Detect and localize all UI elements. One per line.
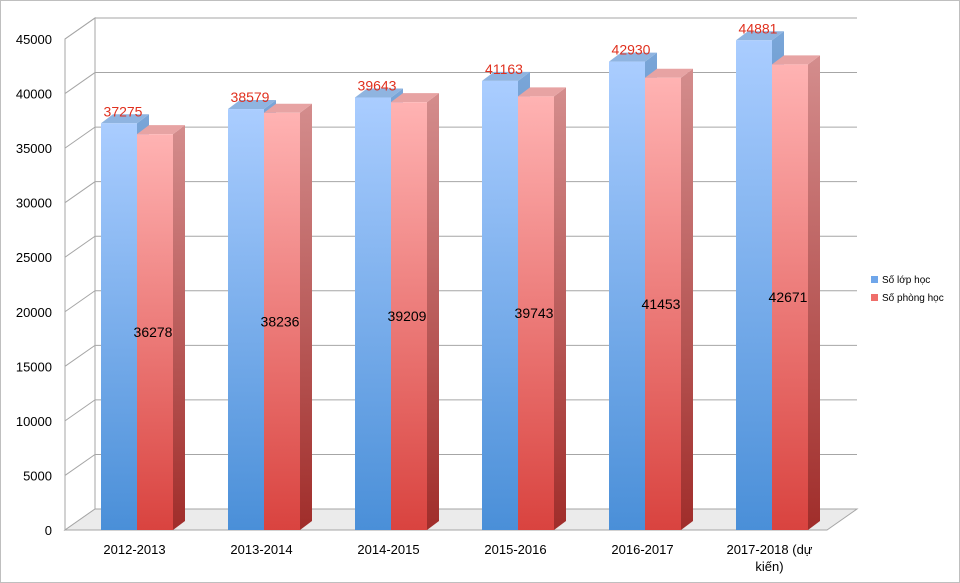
bar-top bbox=[101, 114, 149, 124]
legend: Số lớp học Số phòng học bbox=[871, 274, 944, 304]
gridline bbox=[64, 126, 857, 149]
data-label-series1: 38579 bbox=[231, 89, 270, 105]
bar-top bbox=[391, 93, 439, 103]
bar-front bbox=[518, 96, 554, 530]
y-tick-label: 0 bbox=[45, 523, 52, 538]
bar-front bbox=[482, 80, 518, 530]
bar-front bbox=[264, 112, 300, 530]
data-label-series2: 42671 bbox=[769, 289, 808, 305]
y-tick-label: 5000 bbox=[23, 468, 52, 483]
bar-front bbox=[772, 64, 808, 530]
bar-top bbox=[228, 100, 276, 110]
bar-top bbox=[264, 103, 312, 113]
data-labels: 37275 36278 38579 38236 39643 39209 41163 39743… bbox=[104, 20, 808, 340]
bar-side bbox=[554, 87, 566, 530]
bar-side bbox=[427, 93, 439, 530]
data-label-series1: 39643 bbox=[358, 77, 397, 93]
bars bbox=[101, 31, 820, 531]
data-label-series1: 42930 bbox=[612, 42, 651, 58]
bar-front bbox=[101, 123, 137, 530]
y-axis: 0 5000 10000 15000 20000 25000 30000 35000 40000… bbox=[16, 32, 66, 538]
y-tick-label: 30000 bbox=[16, 196, 52, 211]
legend-swatch bbox=[871, 276, 878, 283]
data-label-series2: 39743 bbox=[515, 305, 554, 321]
gridline bbox=[64, 72, 857, 94]
y-tick-label: 45000 bbox=[16, 32, 52, 47]
data-label-series2: 41453 bbox=[642, 296, 681, 312]
x-tick-label: 2012-2013 bbox=[103, 542, 165, 557]
bar-top bbox=[772, 55, 820, 65]
bar-top bbox=[482, 71, 530, 81]
x-tick-label: 2015-2016 bbox=[484, 542, 546, 557]
bar-top bbox=[645, 68, 693, 78]
bar-front bbox=[609, 61, 645, 530]
data-label-series2: 38236 bbox=[261, 313, 300, 329]
bar-series2 bbox=[772, 55, 820, 530]
x-tick-label: 2016-2017 bbox=[611, 542, 673, 557]
x-tick-label: 2017-2018 (dự bbox=[726, 542, 812, 557]
bar-series2 bbox=[645, 68, 693, 530]
bar-top bbox=[609, 52, 657, 62]
bar-top bbox=[137, 125, 185, 135]
gridline bbox=[64, 290, 857, 313]
bar-front bbox=[391, 102, 427, 530]
bar-series2 bbox=[518, 87, 566, 530]
bar-front bbox=[228, 109, 264, 530]
y-tick-label: 25000 bbox=[16, 250, 52, 265]
gridline bbox=[64, 17, 857, 40]
bar-front bbox=[645, 77, 681, 530]
x-tick-label: 2014-2015 bbox=[357, 542, 419, 557]
data-label-series1: 44881 bbox=[739, 20, 778, 36]
y-tick-label: 10000 bbox=[16, 414, 52, 429]
gridline bbox=[64, 344, 857, 367]
y-tick-label: 35000 bbox=[16, 141, 52, 156]
gridline bbox=[64, 235, 857, 258]
bar-front bbox=[137, 134, 173, 530]
bar-side bbox=[173, 125, 185, 530]
gridline bbox=[64, 181, 857, 204]
bar-series2 bbox=[264, 103, 312, 530]
bar-top bbox=[518, 87, 566, 97]
legend-label: Số phòng học bbox=[882, 292, 944, 304]
legend-swatch bbox=[871, 294, 878, 301]
gridlines bbox=[64, 17, 857, 476]
y-tick-label: 20000 bbox=[16, 305, 52, 320]
bar-side bbox=[681, 68, 693, 530]
data-label-series2: 39209 bbox=[388, 308, 427, 324]
gridline bbox=[64, 399, 857, 422]
bar-series2 bbox=[137, 125, 185, 530]
side-wall bbox=[64, 17, 96, 531]
x-tick-label-cont: kiến) bbox=[755, 559, 783, 574]
legend-label: Số lớp học bbox=[882, 274, 930, 286]
bar-top bbox=[736, 31, 784, 41]
x-tick-label: 2013-2014 bbox=[230, 542, 292, 557]
data-label-series1: 37275 bbox=[104, 103, 143, 119]
bar-side bbox=[300, 103, 312, 530]
bar-front bbox=[736, 40, 772, 530]
bar-top bbox=[355, 88, 403, 98]
gridline bbox=[64, 453, 857, 476]
y-tick-label: 15000 bbox=[16, 359, 52, 374]
data-label-series1: 41163 bbox=[485, 61, 523, 77]
bar-front bbox=[355, 97, 391, 531]
bar-side bbox=[808, 55, 820, 530]
bar-series2 bbox=[391, 93, 439, 530]
y-tick-label: 40000 bbox=[16, 87, 52, 102]
data-label-series2: 36278 bbox=[134, 324, 173, 340]
x-axis: 2012-2013 2013-2014 2014-2015 2015-2016 2016… bbox=[103, 542, 812, 574]
